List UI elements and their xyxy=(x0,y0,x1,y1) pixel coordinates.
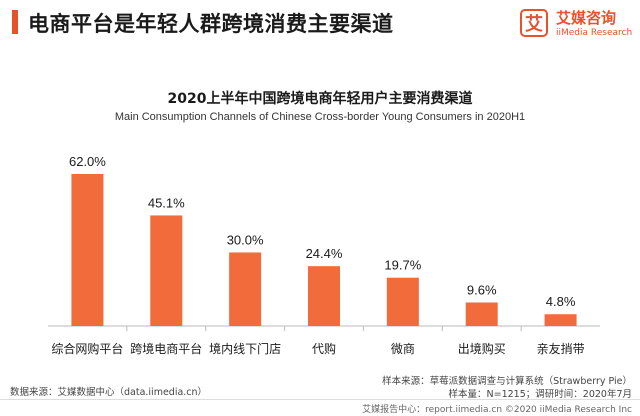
logo-mark-icon: 艾 xyxy=(520,9,548,37)
bar-0 xyxy=(71,174,104,326)
category-label-5: 出境购买 xyxy=(458,341,506,356)
data-label-1: 45.1% xyxy=(148,195,185,210)
data-label-6: 4.8% xyxy=(546,294,576,309)
sample-size-note: 样本量：N=1215；调研时间：2020年7月 xyxy=(448,389,632,400)
category-label-6: 亲友捎带 xyxy=(537,342,585,356)
bar-4 xyxy=(386,277,419,326)
bar-6 xyxy=(544,314,577,326)
data-label-5: 9.6% xyxy=(467,282,497,297)
category-label-4: 微商 xyxy=(391,341,415,356)
chart-title: 2020上半年中国跨境电商年轻用户主要消费渠道 xyxy=(167,91,473,107)
bar-1 xyxy=(150,215,183,326)
data-label-0: 62.0% xyxy=(69,154,106,169)
category-label-1: 跨境电商平台 xyxy=(130,341,202,356)
bar-2 xyxy=(229,252,262,326)
bar-5 xyxy=(465,302,498,326)
data-label-3: 24.4% xyxy=(306,246,343,261)
data-label-2: 30.0% xyxy=(227,232,264,247)
logo-chinese-text: 艾媒咨询 xyxy=(556,9,617,27)
chart-subtitle: Main Consumption Channels of Chinese Cro… xyxy=(114,111,526,123)
footer-credit: 艾媒报告中心：report.iimedia.cn ©2020 iiMedia R… xyxy=(362,405,632,415)
logo-english-text: iiMedia Research xyxy=(556,28,633,38)
data-label-4: 19.7% xyxy=(384,258,421,273)
page-title: 电商平台是年轻人群跨境消费主要渠道 xyxy=(28,12,394,36)
title-accent-bar xyxy=(12,10,18,34)
bar-3 xyxy=(308,266,340,326)
iimedia-logo: 艾 艾媒咨询 iiMedia Research xyxy=(520,7,632,47)
category-label-2: 境内线下门店 xyxy=(209,341,281,356)
data-source-note: 数据来源：艾媒数据中心（data.iimedia.cn） xyxy=(10,387,208,398)
footer-divider xyxy=(0,399,640,400)
category-label-3: 代购 xyxy=(312,341,336,356)
sample-source-note: 样本来源：草莓派数据调查与计算系统（Strawberry Pie） xyxy=(382,376,632,387)
category-label-0: 综合网购平台 xyxy=(51,341,123,356)
